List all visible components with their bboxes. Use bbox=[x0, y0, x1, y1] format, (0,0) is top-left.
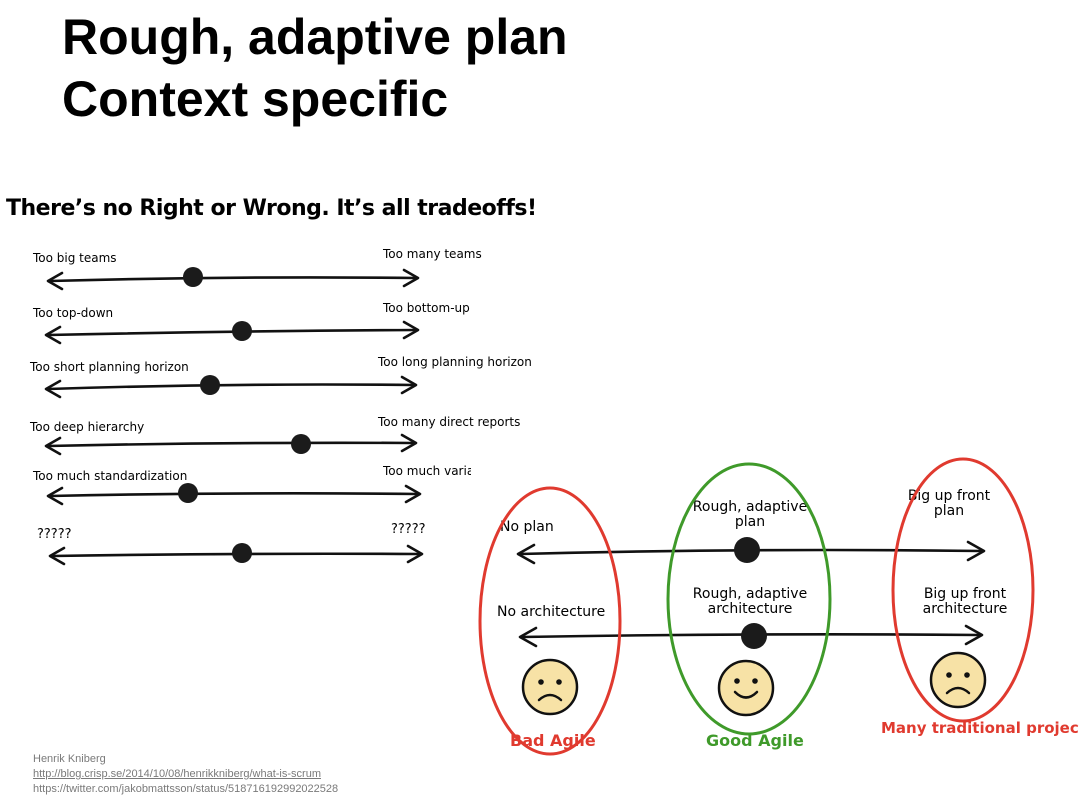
tradeoffs-heading: There’s no Right or Wrong. It’s all trad… bbox=[6, 196, 537, 221]
tradeoff-position-dot bbox=[200, 375, 220, 395]
tradeoff-left-label: Too top-down bbox=[33, 306, 114, 320]
tradeoff-arrow bbox=[44, 375, 418, 399]
tradeoff-position-dot bbox=[232, 321, 252, 341]
plan-position-dot bbox=[734, 537, 760, 563]
architecture-position-dot bbox=[741, 623, 767, 649]
tradeoff-position-dot bbox=[178, 483, 198, 503]
tradeoff-position-dot bbox=[291, 434, 311, 454]
tradeoff-left-label: Too big teams bbox=[33, 251, 117, 265]
tradeoff-left-label: Too much standardization bbox=[33, 469, 188, 483]
happy-face-icon bbox=[717, 659, 775, 717]
tradeoff-arrow bbox=[46, 268, 420, 291]
tradeoff-position-dot bbox=[183, 267, 203, 287]
credit-author: Henrik Kniberg bbox=[33, 753, 106, 765]
traditional-projects-label: Many traditional projects bbox=[881, 719, 1079, 737]
tradeoff-left-label: Too deep hierarchy bbox=[30, 420, 145, 434]
good-agile-label: Good Agile bbox=[706, 731, 804, 750]
tradeoff-right-label: Too long planning horizon bbox=[378, 355, 532, 369]
tradeoff-right-label: Too bottom-up bbox=[383, 301, 470, 315]
rough-adaptive-architecture-label: Rough, adaptive architecture bbox=[692, 586, 808, 617]
credit-twitter: https://twitter.com/jakobmattsson/status… bbox=[33, 783, 339, 795]
rough-adaptive-plan-label: Rough, adaptive plan bbox=[692, 499, 808, 530]
big-up-front-plan-label: Big up front plan bbox=[907, 488, 991, 519]
sad-face-icon bbox=[521, 658, 579, 716]
title-line-1: Rough, adaptive plan bbox=[62, 9, 568, 65]
tradeoff-right-label: ????? bbox=[391, 522, 426, 537]
credits: Henrik Kniberg http://blog.crisp.se/2014… bbox=[33, 752, 338, 797]
title-line-2: Context specific bbox=[62, 71, 449, 127]
tradeoff-right-label: Too many direct reports bbox=[378, 415, 521, 429]
traditional-ellipse bbox=[891, 457, 1035, 723]
big-up-front-architecture-label: Big up front architecture bbox=[922, 586, 1008, 617]
tradeoff-right-label: Too many teams bbox=[383, 247, 482, 261]
no-architecture-label: No architecture bbox=[497, 604, 606, 620]
tradeoff-arrow bbox=[44, 433, 418, 456]
tradeoff-arrow bbox=[46, 484, 422, 506]
tradeoff-position-dot bbox=[232, 543, 252, 563]
sad-face-icon bbox=[929, 651, 987, 709]
tradeoff-left-label: Too short planning horizon bbox=[30, 360, 189, 374]
bad-agile-ellipse bbox=[478, 486, 622, 756]
credit-blog-link[interactable]: http://blog.crisp.se/2014/10/08/henrikkn… bbox=[33, 768, 321, 780]
slide-title: Rough, adaptive plan Context specific bbox=[62, 6, 568, 130]
no-plan-label: No plan bbox=[500, 519, 554, 535]
good-agile-ellipse bbox=[666, 462, 832, 736]
tradeoff-arrow bbox=[44, 320, 420, 345]
tradeoff-left-label: ????? bbox=[37, 527, 72, 542]
tradeoff-right-label: Too much variatic bbox=[383, 464, 471, 478]
